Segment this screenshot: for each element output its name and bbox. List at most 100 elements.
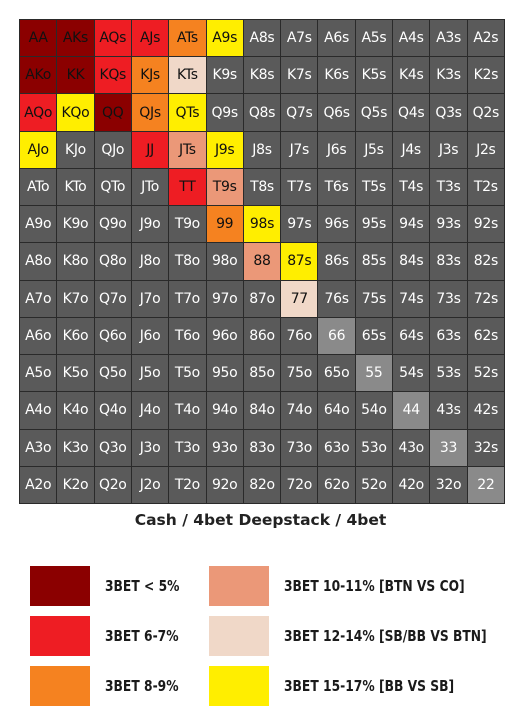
hand-cell: Q8s: [243, 94, 281, 131]
hand-cell: K5o: [57, 355, 94, 392]
hand-cell: AKo: [20, 57, 57, 94]
hand-cell: KK: [57, 57, 94, 94]
hand-cell: Q8o: [94, 243, 131, 280]
hand-cell: A2s: [467, 20, 504, 57]
hand-cell: T7s: [281, 168, 318, 206]
hand-cell: Q9o: [94, 206, 131, 243]
hand-cell: J3o: [131, 429, 169, 466]
hand-cell: 95o: [206, 355, 243, 392]
legend-label: 3BET 15-17% [BB VS SB]: [284, 677, 455, 695]
hand-cell: AJs: [131, 20, 169, 57]
hand-cell: 32s: [467, 429, 504, 466]
hand-cell: 74s: [393, 280, 430, 317]
legend-item-3bet-12-14: 3BET 12-14% [SB/BB VS BTN]: [209, 616, 521, 656]
hand-cell: KQo: [57, 94, 94, 131]
hand-cell: K2s: [467, 57, 504, 94]
hand-cell: T9s: [206, 168, 243, 206]
hand-cell: 54o: [355, 392, 393, 429]
hand-cell: 83s: [430, 243, 467, 280]
hand-cell: J6o: [131, 317, 169, 355]
legend-item-3bet-15-17: 3BET 15-17% [BB VS SB]: [209, 666, 491, 706]
hand-cell: A3s: [430, 20, 467, 57]
hand-cell: TT: [169, 168, 206, 206]
hand-cell: Q4o: [94, 392, 131, 429]
hand-cell: 82o: [243, 466, 281, 503]
hand-cell: 73s: [430, 280, 467, 317]
hand-cell: 62s: [467, 317, 504, 355]
hand-cell: A8o: [20, 243, 57, 280]
hand-cell: 75s: [355, 280, 393, 317]
hand-cell: 74o: [281, 392, 318, 429]
hand-cell: 64s: [393, 317, 430, 355]
chart-caption: Cash / 4bet Deepstack / 4bet: [134, 511, 387, 529]
hand-cell: 63o: [318, 429, 355, 466]
hand-cell: J9o: [131, 206, 169, 243]
hand-cell: T4s: [393, 168, 430, 206]
hand-cell: T8o: [169, 243, 206, 280]
hand-cell: 87s: [281, 243, 318, 280]
hand-cell: 32o: [430, 466, 467, 503]
legend-swatch: [30, 666, 90, 706]
hand-cell: Q7s: [281, 94, 318, 131]
legend-item-3bet-6-7: 3BET 6-7%: [30, 616, 195, 656]
hand-cell: 64o: [318, 392, 355, 429]
hand-cell: JTo: [131, 168, 169, 206]
hand-cell: 53o: [355, 429, 393, 466]
hand-cell: K8o: [57, 243, 94, 280]
hand-cell: Q6s: [318, 94, 355, 131]
legend-swatch: [209, 566, 269, 606]
hand-cell: 98s: [243, 206, 281, 243]
hand-cell: A8s: [243, 20, 281, 57]
hand-cell: K3o: [57, 429, 94, 466]
hand-cell: A4s: [393, 20, 430, 57]
hand-cell: K9o: [57, 206, 94, 243]
hand-cell: QTs: [169, 94, 206, 131]
hand-cell: J7s: [281, 131, 318, 168]
hand-cell: 72s: [467, 280, 504, 317]
hand-cell: AJo: [20, 131, 57, 168]
hand-cell: A9s: [206, 20, 243, 57]
hand-cell: 86s: [318, 243, 355, 280]
hand-cell: 88: [243, 243, 281, 280]
hand-cell: 73o: [281, 429, 318, 466]
hand-cell: 95s: [355, 206, 393, 243]
hand-cell: 87o: [243, 280, 281, 317]
hand-cell: A6o: [20, 317, 57, 355]
hand-cell: 93s: [430, 206, 467, 243]
hand-cell: K6s: [318, 57, 355, 94]
hand-cell: 86o: [243, 317, 281, 355]
legend-label: 3BET 6-7%: [105, 627, 179, 645]
hand-cell: 66: [318, 317, 355, 355]
hand-cell: KTo: [57, 168, 94, 206]
hand-cell: K4o: [57, 392, 94, 429]
hand-cell: 84s: [393, 243, 430, 280]
hand-cell: T2s: [467, 168, 504, 206]
hand-cell: K7o: [57, 280, 94, 317]
hand-cell: Q4s: [393, 94, 430, 131]
legend-swatch: [209, 666, 269, 706]
hand-cell: 43o: [393, 429, 430, 466]
hand-cell: KQs: [94, 57, 131, 94]
hand-cell: T6s: [318, 168, 355, 206]
hand-cell: A3o: [20, 429, 57, 466]
hand-cell: 97o: [206, 280, 243, 317]
hand-cell: 94o: [206, 392, 243, 429]
hand-cell: 65s: [355, 317, 393, 355]
legend-label: 3BET < 5%: [105, 577, 180, 595]
legend-swatch: [30, 566, 90, 606]
hand-cell: 98o: [206, 243, 243, 280]
hand-cell: Q5o: [94, 355, 131, 392]
hand-cell: T3s: [430, 168, 467, 206]
legend-item-3bet-10-11: 3BET 10-11% [BTN VS CO]: [209, 566, 504, 606]
hand-cell: J5s: [355, 131, 393, 168]
hand-cell: 72o: [281, 466, 318, 503]
hand-cell: K6o: [57, 317, 94, 355]
hand-cell: T2o: [169, 466, 206, 503]
hand-cell: QTo: [94, 168, 131, 206]
hand-cell: 62o: [318, 466, 355, 503]
hand-cell: J3s: [430, 131, 467, 168]
hand-cell: K4s: [393, 57, 430, 94]
hand-cell: T4o: [169, 392, 206, 429]
hand-cell: 85o: [243, 355, 281, 392]
hand-cell: T7o: [169, 280, 206, 317]
